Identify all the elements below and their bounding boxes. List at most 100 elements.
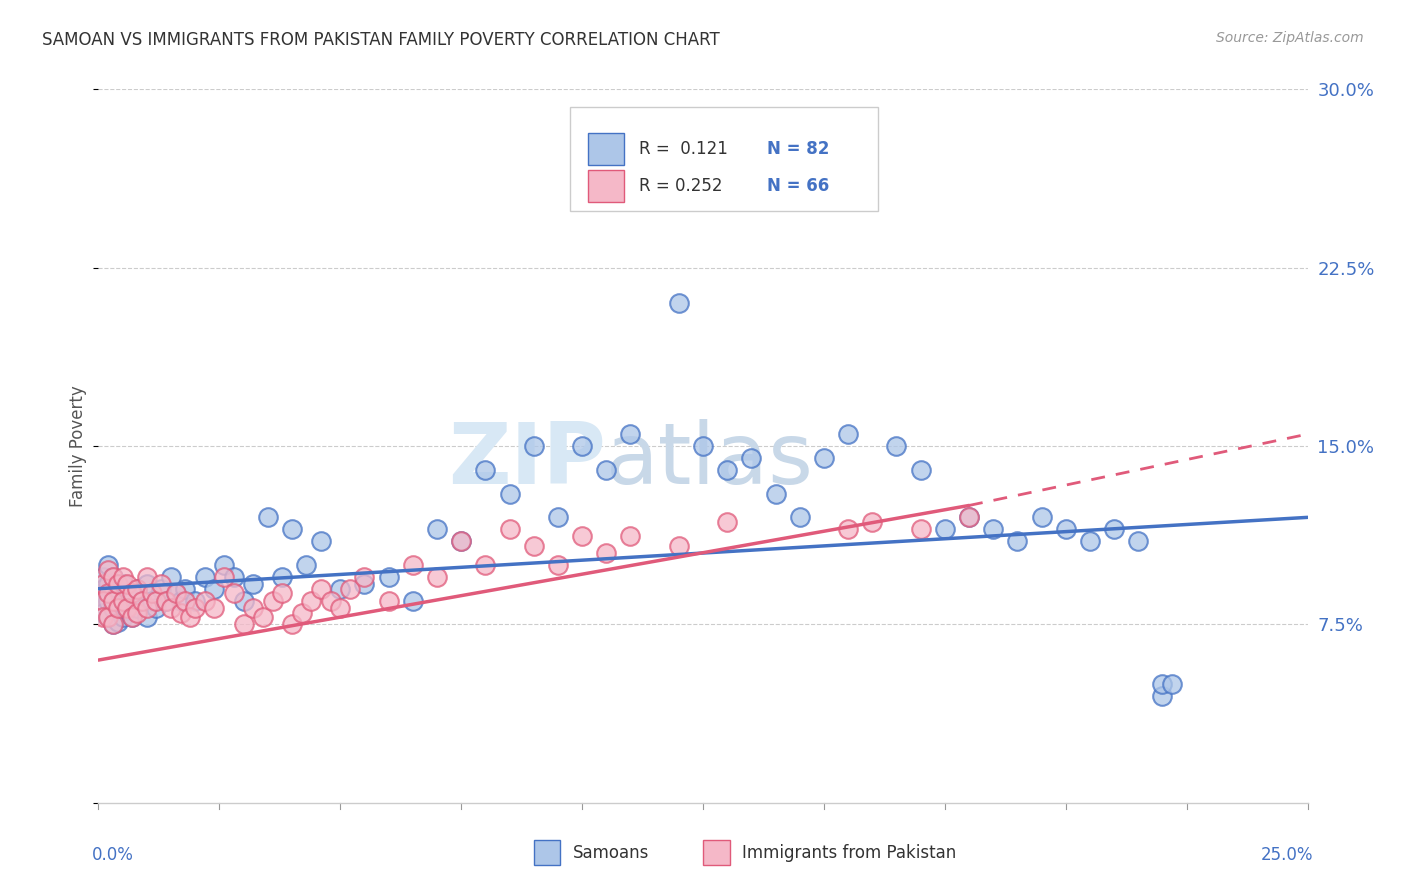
Point [150, 582, 173, 596]
Point [91, 610, 114, 624]
Point [547, 510, 569, 524]
Point [309, 534, 332, 549]
Point [165, 586, 187, 600]
Point [934, 522, 956, 536]
Text: ZIP: ZIP [449, 418, 606, 502]
Point [101, 600, 124, 615]
Point [184, 593, 207, 607]
Point [426, 570, 449, 584]
Point [135, 600, 157, 615]
Point [271, 570, 294, 584]
Point [619, 529, 641, 543]
FancyBboxPatch shape [569, 107, 879, 211]
Point [252, 610, 274, 624]
Point [145, 600, 167, 615]
Point [377, 593, 399, 607]
Point [97, 610, 120, 624]
Point [716, 515, 738, 529]
Point [281, 617, 304, 632]
Point [910, 522, 932, 536]
Point [222, 586, 245, 600]
Point [1161, 677, 1184, 691]
Text: 25.0%: 25.0% [1261, 846, 1313, 863]
Point [101, 617, 124, 632]
Point [595, 463, 617, 477]
Point [127, 582, 149, 596]
Point [329, 600, 352, 615]
Point [1152, 689, 1174, 703]
Point [117, 586, 139, 600]
Point [957, 510, 980, 524]
Point [668, 296, 690, 310]
Point [91, 593, 114, 607]
Point [111, 593, 134, 607]
Point [547, 558, 569, 572]
Point [121, 610, 143, 624]
Point [107, 577, 129, 591]
Point [571, 529, 593, 543]
Point [1078, 534, 1101, 549]
Point [450, 534, 472, 549]
Point [111, 570, 134, 584]
Y-axis label: Family Poverty: Family Poverty [69, 385, 87, 507]
Text: Source: ZipAtlas.com: Source: ZipAtlas.com [1216, 31, 1364, 45]
Point [204, 600, 226, 615]
Point [141, 593, 163, 607]
Point [101, 570, 124, 584]
Point [740, 450, 762, 465]
Point [127, 606, 149, 620]
Point [232, 617, 254, 632]
Point [107, 600, 129, 615]
Point [194, 593, 217, 607]
Point [957, 510, 980, 524]
Point [194, 570, 217, 584]
Point [402, 593, 425, 607]
Point [256, 510, 278, 524]
Point [91, 570, 114, 584]
Point [121, 586, 143, 600]
Text: 0.0%: 0.0% [93, 846, 134, 863]
Point [1031, 510, 1053, 524]
Point [242, 577, 264, 591]
Point [450, 534, 472, 549]
Point [299, 593, 322, 607]
Point [619, 427, 641, 442]
Point [837, 427, 859, 442]
Point [309, 582, 332, 596]
Point [319, 593, 342, 607]
Point [155, 593, 177, 607]
Point [101, 570, 124, 584]
Bar [588, 169, 624, 202]
Point [111, 577, 134, 591]
Point [281, 522, 304, 536]
Point [150, 577, 173, 591]
Point [174, 582, 197, 596]
Point [1102, 522, 1125, 536]
Point [155, 593, 177, 607]
Point [127, 600, 149, 615]
Point [290, 606, 312, 620]
Point [97, 558, 120, 572]
Text: R = 0.252: R = 0.252 [638, 177, 723, 194]
Point [668, 539, 690, 553]
Point [179, 610, 201, 624]
Point [295, 558, 318, 572]
Point [141, 586, 163, 600]
Point [523, 539, 546, 553]
Point [837, 522, 859, 536]
Point [1007, 534, 1029, 549]
Point [232, 593, 254, 607]
Point [1054, 522, 1077, 536]
Point [789, 510, 811, 524]
Point [165, 586, 187, 600]
Point [97, 610, 120, 624]
Point [111, 610, 134, 624]
Point [765, 486, 787, 500]
Point [107, 615, 129, 629]
Point [131, 593, 153, 607]
Bar [588, 133, 624, 165]
Point [117, 603, 139, 617]
Point [121, 610, 143, 624]
Text: R =  0.121: R = 0.121 [638, 140, 728, 158]
Text: SAMOAN VS IMMIGRANTS FROM PAKISTAN FAMILY POVERTY CORRELATION CHART: SAMOAN VS IMMIGRANTS FROM PAKISTAN FAMIL… [42, 31, 720, 49]
